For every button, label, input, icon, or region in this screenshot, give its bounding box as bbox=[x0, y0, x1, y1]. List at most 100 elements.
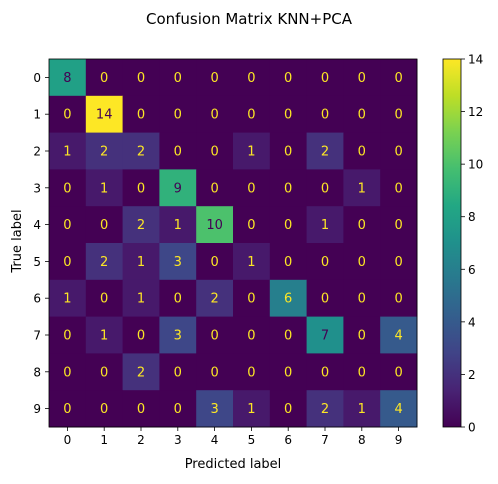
cell-r9-c6 bbox=[269, 390, 308, 428]
y-tick-label-3: 3 bbox=[33, 181, 41, 195]
cell-value-r2-c9: 0 bbox=[394, 145, 402, 160]
cell-value-r7-c0: 0 bbox=[63, 329, 71, 344]
cell-r4-c2 bbox=[122, 206, 160, 244]
cell-r5-c2 bbox=[122, 243, 160, 281]
cell-r5-c8 bbox=[343, 243, 381, 281]
cell-r8-c1 bbox=[85, 353, 124, 391]
cell-value-r0-c2: 0 bbox=[137, 71, 145, 86]
y-tick-label-5: 5 bbox=[33, 255, 41, 269]
cell-r2-c5 bbox=[233, 132, 271, 170]
cell-value-r7-c5: 0 bbox=[247, 329, 255, 344]
cell-value-r4-c3: 1 bbox=[174, 218, 182, 233]
cell-value-r9-c0: 0 bbox=[63, 402, 71, 417]
y-axis-label: True label bbox=[10, 209, 25, 273]
cell-r0-c5 bbox=[233, 59, 271, 97]
cell-value-r6-c2: 1 bbox=[137, 292, 145, 307]
cell-r6-c7 bbox=[306, 279, 344, 318]
cell-r2-c9 bbox=[380, 132, 418, 170]
cell-r0-c9 bbox=[380, 59, 418, 97]
cell-value-r8-c9: 0 bbox=[394, 365, 402, 380]
cell-r3-c7 bbox=[306, 169, 344, 207]
cell-r2-c4 bbox=[196, 132, 234, 170]
cell-value-r5-c0: 0 bbox=[63, 255, 71, 270]
y-tick-label-8: 8 bbox=[33, 365, 41, 379]
cell-r5-c1 bbox=[85, 243, 124, 281]
cell-r2-c8 bbox=[343, 132, 381, 170]
cell-value-r8-c7: 0 bbox=[321, 365, 329, 380]
cell-r2-c1 bbox=[85, 132, 124, 170]
cell-r4-c0 bbox=[49, 206, 87, 244]
heatmap-cells bbox=[49, 59, 418, 428]
cell-r1-c2 bbox=[122, 95, 160, 134]
cell-r5-c6 bbox=[269, 243, 308, 281]
cell-value-r0-c8: 0 bbox=[358, 71, 366, 86]
cell-value-r5-c9: 0 bbox=[394, 255, 402, 270]
cell-value-r4-c1: 0 bbox=[100, 218, 108, 233]
colorbar-tick-label-3: 6 bbox=[468, 263, 476, 277]
cell-r7-c6 bbox=[269, 316, 308, 354]
cell-value-r6-c1: 0 bbox=[100, 292, 108, 307]
x-tick-label-0: 0 bbox=[64, 433, 72, 447]
cell-r2-c2 bbox=[122, 132, 160, 170]
cell-r6-c3 bbox=[159, 279, 197, 318]
cell-r0-c7 bbox=[306, 59, 344, 97]
y-tick-label-7: 7 bbox=[33, 329, 41, 343]
cell-r4-c6 bbox=[269, 206, 308, 244]
cell-r8-c9 bbox=[380, 353, 418, 391]
cell-r6-c0 bbox=[49, 279, 87, 318]
cell-r5-c0 bbox=[49, 243, 87, 281]
cell-value-r4-c9: 0 bbox=[394, 218, 402, 233]
cell-value-r9-c9: 4 bbox=[394, 402, 402, 417]
cell-value-r8-c4: 0 bbox=[210, 365, 218, 380]
cell-r9-c3 bbox=[159, 390, 197, 428]
cell-r0-c3 bbox=[159, 59, 197, 97]
cell-r6-c4 bbox=[196, 279, 234, 318]
cell-r9-c8 bbox=[343, 390, 381, 428]
cell-value-r4-c0: 0 bbox=[63, 218, 71, 233]
cell-r7-c9 bbox=[380, 316, 418, 354]
cell-r8-c4 bbox=[196, 353, 234, 391]
cell-value-r2-c6: 0 bbox=[284, 145, 292, 160]
cell-r6-c5 bbox=[233, 279, 271, 318]
heatmap-cell-labels: 8 0 0 0 0 0 0 0 0 00 14 0 0 0 0 0 0 0 01 2 2 0 0 1 0 2 0 00 1 0 9 0 0 0 0 1… bbox=[63, 71, 402, 417]
cell-r3-c9 bbox=[380, 169, 418, 207]
cell-r9-c1 bbox=[85, 390, 124, 428]
cell-value-r4-c5: 0 bbox=[247, 218, 255, 233]
colorbar-tick-label-2: 4 bbox=[468, 315, 476, 329]
cell-r3-c5 bbox=[233, 169, 271, 207]
cell-value-r9-c5: 1 bbox=[247, 402, 255, 417]
cell-value-r1-c5: 0 bbox=[247, 108, 255, 123]
cell-value-r7-c3: 3 bbox=[174, 329, 182, 344]
cell-value-r5-c6: 0 bbox=[284, 255, 292, 270]
x-tick-label-4: 4 bbox=[211, 433, 219, 447]
x-axis-ticks: 0 1 2 3 4 5 6 7 8 9 bbox=[64, 427, 403, 447]
colorbar-gradient bbox=[442, 58, 462, 428]
cell-r8-c3 bbox=[159, 353, 197, 391]
cell-r1-c5 bbox=[233, 95, 271, 134]
x-tick-label-9: 9 bbox=[395, 433, 403, 447]
cell-value-r7-c6: 0 bbox=[284, 329, 292, 344]
y-axis-ticks: 0 1 2 3 4 5 6 7 8 9 bbox=[33, 71, 49, 416]
cell-r6-c6 bbox=[269, 279, 308, 318]
cell-value-r6-c5: 0 bbox=[247, 292, 255, 307]
cell-r0-c0 bbox=[49, 59, 87, 97]
cell-value-r5-c4: 0 bbox=[210, 255, 218, 270]
cell-value-r4-c4: 10 bbox=[206, 218, 223, 233]
cell-value-r7-c4: 0 bbox=[210, 329, 218, 344]
x-tick-label-1: 1 bbox=[100, 433, 108, 447]
cell-value-r6-c7: 0 bbox=[321, 292, 329, 307]
cell-r0-c4 bbox=[196, 59, 234, 97]
cell-value-r1-c1: 14 bbox=[96, 108, 113, 123]
cell-value-r5-c5: 1 bbox=[247, 255, 255, 270]
cell-value-r5-c1: 2 bbox=[100, 255, 108, 270]
cell-r3-c3 bbox=[159, 169, 197, 207]
cell-value-r2-c4: 0 bbox=[210, 145, 218, 160]
cell-r6-c9 bbox=[380, 279, 418, 318]
y-tick-label-2: 2 bbox=[33, 145, 41, 159]
cell-r4-c4 bbox=[196, 206, 234, 244]
cell-r5-c5 bbox=[233, 243, 271, 281]
x-tick-label-5: 5 bbox=[248, 433, 256, 447]
cell-value-r2-c5: 1 bbox=[247, 145, 255, 160]
cell-r5-c4 bbox=[196, 243, 234, 281]
